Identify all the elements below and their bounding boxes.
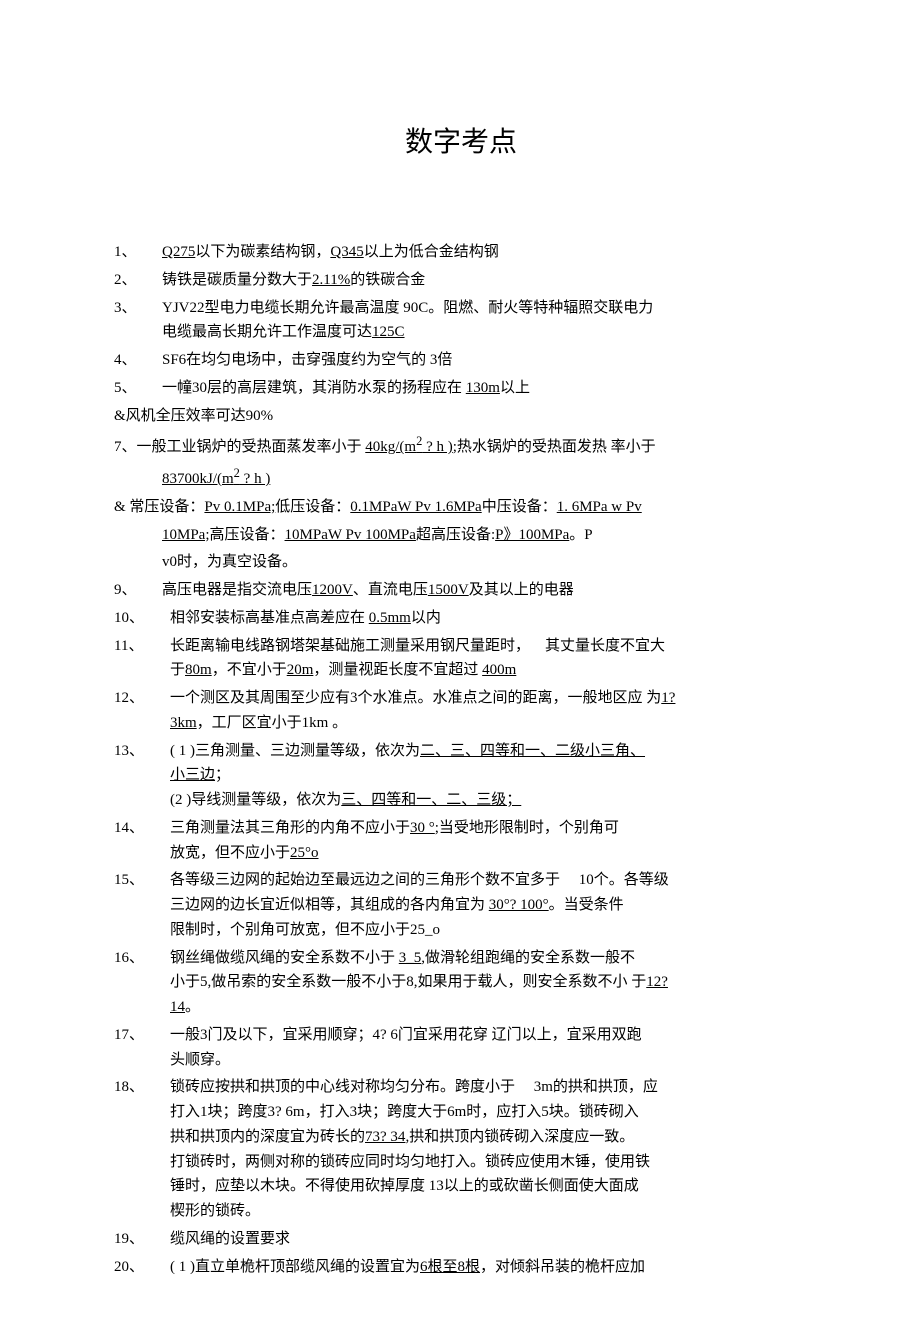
item-number: 2、 (114, 268, 162, 293)
list-item: 19、缆风绳的设置要求 (114, 1227, 808, 1252)
item-number: 1、 (114, 240, 162, 265)
item-line: 放宽，但不应小于25°o (170, 841, 808, 866)
item-line: YJV22型电力电缆长期允许最高温度 90C。阻燃、耐火等特种辐照交联电力 (162, 296, 808, 321)
list-item: 5、一幢30层的高层建筑，其消防水泵的扬程应在 130m以上 (114, 376, 808, 401)
list-item: 10、相邻安装标高基准点高差应在 0.5mm以内 (114, 606, 808, 631)
item-line: 长距离输电线路钢塔架基础施工测量采用钢尺量距时， 其丈量长度不宜大 (170, 634, 808, 659)
item-content: 一幢30层的高层建筑，其消防水泵的扬程应在 130m以上 (162, 376, 808, 401)
item-content: 锁砖应按拱和拱顶的中心线对称均匀分布。跨度小于 3m的拱和拱顶，应打入1块；跨度… (170, 1075, 808, 1224)
item-number: 20、 (114, 1255, 170, 1280)
list-item-continuation: 10MPa;高压设备：10MPaW Pv 100MPa超高压设备:P》100MP… (114, 523, 808, 548)
list-item: 15、各等级三边网的起始边至最远边之间的三角形个数不宜多于 10个。各等级三边网… (114, 868, 808, 942)
item-line: 缆风绳的设置要求 (170, 1227, 808, 1252)
list-item: 16、钢丝绳做缆风绳的安全系数不小于 3_5,做滑轮组跑绳的安全系数一般不小于5… (114, 946, 808, 1020)
list-item: &风机全压效率可达90% (114, 404, 808, 429)
item-line: 头顺穿。 (170, 1048, 808, 1073)
list-item: 18、锁砖应按拱和拱顶的中心线对称均匀分布。跨度小于 3m的拱和拱顶，应打入1块… (114, 1075, 808, 1224)
item-number: 15、 (114, 868, 170, 942)
item-content: 高压电器是指交流电压1200V、直流电压1500V及其以上的电器 (162, 578, 808, 603)
list-item: 7、一般工业锅炉的受热面蒸发率小于 40kg/(m2 ? h );热水锅炉的受热… (114, 431, 808, 460)
item-content: YJV22型电力电缆长期允许最高温度 90C。阻燃、耐火等特种辐照交联电力电缆最… (162, 296, 808, 346)
item-line: 锤时，应垫以木块。不得使用砍掉厚度 13以上的或砍凿长侧面使大面成 (170, 1174, 808, 1199)
item-content: 相邻安装标高基准点高差应在 0.5mm以内 (170, 606, 808, 631)
item-line: 一般3门及以下，宜采用顺穿；4? 6门宜采用花穿 辽门以上，宜采用双跑 (170, 1023, 808, 1048)
item-line: SF6在均匀电场中，击穿强度约为空气的 3倍 (162, 348, 808, 373)
item-line: 各等级三边网的起始边至最远边之间的三角形个数不宜多于 10个。各等级 (170, 868, 808, 893)
item-content: 三角测量法其三角形的内角不应小于30 °;当受地形限制时，个别角可放宽，但不应小… (170, 816, 808, 866)
item-line: 一幢30层的高层建筑，其消防水泵的扬程应在 130m以上 (162, 376, 808, 401)
item-content: 一个测区及其周围至少应有3个水准点。水准点之间的距离，一般地区应 为1?3km，… (170, 686, 808, 736)
list-item: 14、三角测量法其三角形的内角不应小于30 °;当受地形限制时，个别角可放宽，但… (114, 816, 808, 866)
item-line: 高压电器是指交流电压1200V、直流电压1500V及其以上的电器 (162, 578, 808, 603)
item-number: 13、 (114, 739, 170, 813)
item-line: Q275以下为碳素结构钢，Q345以上为低合金结构钢 (162, 240, 808, 265)
item-number: 10、 (114, 606, 170, 631)
list-item: 12、一个测区及其周围至少应有3个水准点。水准点之间的距离，一般地区应 为1?3… (114, 686, 808, 736)
item-line: 3km，工厂区宜小于1km 。 (170, 711, 808, 736)
item-line: 铸铁是碳质量分数大于2.11%的铁碳合金 (162, 268, 808, 293)
item-content: 各等级三边网的起始边至最远边之间的三角形个数不宜多于 10个。各等级三边网的边长… (170, 868, 808, 942)
list-item: 13、( 1 )三角测量、三边测量等级，依次为二、三、四等和一、二级小三角、小三… (114, 739, 808, 813)
list-item: & 常压设备：Pv 0.1MPa;低压设备：0.1MPaW Pv 1.6MPa中… (114, 495, 808, 520)
item-number: 12、 (114, 686, 170, 736)
item-line: 楔形的锁砖。 (170, 1199, 808, 1224)
item-line: 小三边； (170, 763, 808, 788)
list-item: 4、SF6在均匀电场中，击穿强度约为空气的 3倍 (114, 348, 808, 373)
list-item-continuation: v0时，为真空设备。 (114, 550, 808, 575)
item-content: Q275以下为碳素结构钢，Q345以上为低合金结构钢 (162, 240, 808, 265)
item-line: ( 1 )直立单桅杆顶部缆风绳的设置宜为6根至8根，对倾斜吊装的桅杆应加 (170, 1255, 808, 1280)
item-content: 铸铁是碳质量分数大于2.11%的铁碳合金 (162, 268, 808, 293)
item-number: 11、 (114, 634, 170, 684)
item-content: ( 1 )三角测量、三边测量等级，依次为二、三、四等和一、二级小三角、小三边；(… (170, 739, 808, 813)
item-number: 9、 (114, 578, 162, 603)
item-number: 14、 (114, 816, 170, 866)
item-line: 14。 (170, 995, 808, 1020)
item-line: 小于5,做吊索的安全系数一般不小于8,如果用于载人，则安全系数不小 于12? (170, 970, 808, 995)
item-number: 18、 (114, 1075, 170, 1224)
item-number: 19、 (114, 1227, 170, 1252)
item-line: ( 1 )三角测量、三边测量等级，依次为二、三、四等和一、二级小三角、 (170, 739, 808, 764)
list-item: 2、铸铁是碳质量分数大于2.11%的铁碳合金 (114, 268, 808, 293)
item-line: 三边网的边长宜近似相等，其组成的各内角宜为 30°? 100°。当受条件 (170, 893, 808, 918)
item-content: 一般3门及以下，宜采用顺穿；4? 6门宜采用花穿 辽门以上，宜采用双跑头顺穿。 (170, 1023, 808, 1073)
item-line: 电缆最高长期允许工作温度可达125C (162, 320, 808, 345)
item-line: 钢丝绳做缆风绳的安全系数不小于 3_5,做滑轮组跑绳的安全系数一般不 (170, 946, 808, 971)
item-number: 4、 (114, 348, 162, 373)
item-line: 限制时，个别角可放宽，但不应小于25_o (170, 918, 808, 943)
item-number: 17、 (114, 1023, 170, 1073)
list-item: 1、Q275以下为碳素结构钢，Q345以上为低合金结构钢 (114, 240, 808, 265)
item-line: 一个测区及其周围至少应有3个水准点。水准点之间的距离，一般地区应 为1? (170, 686, 808, 711)
list-item: 17、一般3门及以下，宜采用顺穿；4? 6门宜采用花穿 辽门以上，宜采用双跑头顺… (114, 1023, 808, 1073)
list-item: 3、YJV22型电力电缆长期允许最高温度 90C。阻燃、耐火等特种辐照交联电力电… (114, 296, 808, 346)
page-title: 数字考点 (114, 120, 808, 160)
list-item: 11、长距离输电线路钢塔架基础施工测量采用钢尺量距时， 其丈量长度不宜大于80m… (114, 634, 808, 684)
list-item: 20、( 1 )直立单桅杆顶部缆风绳的设置宜为6根至8根，对倾斜吊装的桅杆应加 (114, 1255, 808, 1280)
item-content: 钢丝绳做缆风绳的安全系数不小于 3_5,做滑轮组跑绳的安全系数一般不小于5,做吊… (170, 946, 808, 1020)
item-line: (2 )导线测量等级，依次为三、四等和一、二、三级； (170, 788, 808, 813)
items-list: 1、Q275以下为碳素结构钢，Q345以上为低合金结构钢2、铸铁是碳质量分数大于… (114, 240, 808, 1279)
item-content: ( 1 )直立单桅杆顶部缆风绳的设置宜为6根至8根，对倾斜吊装的桅杆应加 (170, 1255, 808, 1280)
item-line: 于80m，不宜小于20m，测量视距长度不宜超过 400m (170, 658, 808, 683)
item-line: 打锁砖时，两侧对称的锁砖应同时均匀地打入。锁砖应使用木锤，使用铁 (170, 1150, 808, 1175)
item-line: 三角测量法其三角形的内角不应小于30 °;当受地形限制时，个别角可 (170, 816, 808, 841)
item-number: 3、 (114, 296, 162, 346)
item-line: 相邻安装标高基准点高差应在 0.5mm以内 (170, 606, 808, 631)
list-item-continuation: 83700kJ/(m2 ? h ) (114, 463, 808, 492)
item-content: 缆风绳的设置要求 (170, 1227, 808, 1252)
item-content: SF6在均匀电场中，击穿强度约为空气的 3倍 (162, 348, 808, 373)
item-line: 拱和拱顶内的深度宜为砖长的73? 34,拱和拱顶内锁砖砌入深度应一致。 (170, 1125, 808, 1150)
list-item: 9、高压电器是指交流电压1200V、直流电压1500V及其以上的电器 (114, 578, 808, 603)
item-line: 打入1块；跨度3? 6m，打入3块；跨度大于6m时，应打入5块。锁砖砌入 (170, 1100, 808, 1125)
item-number: 5、 (114, 376, 162, 401)
item-content: 长距离输电线路钢塔架基础施工测量采用钢尺量距时， 其丈量长度不宜大于80m，不宜… (170, 634, 808, 684)
item-line: 锁砖应按拱和拱顶的中心线对称均匀分布。跨度小于 3m的拱和拱顶，应 (170, 1075, 808, 1100)
item-number: 16、 (114, 946, 170, 1020)
